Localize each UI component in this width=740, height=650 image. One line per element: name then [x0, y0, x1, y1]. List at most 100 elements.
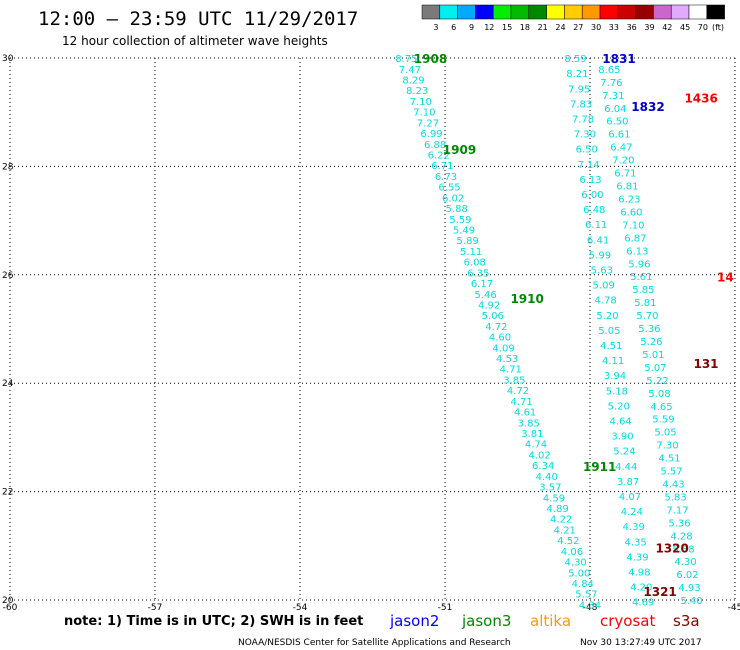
wave-height-value: 6.48: [583, 205, 605, 216]
pass-time-label: 131: [693, 357, 718, 371]
tracks: 8.757.478.298.237.107.107.276.996.886.22…: [395, 54, 702, 611]
y-tick-label: 22: [2, 488, 13, 498]
legend-swatch: [670, 4, 690, 20]
satellite-jason3: jason3: [461, 612, 511, 630]
legend-bin-label: 27: [573, 23, 583, 32]
legend-bin-label: 12: [484, 23, 494, 32]
footer-credit: NOAA/NESDIS Center for Satellite Applica…: [238, 638, 511, 648]
legend-swatch: [635, 4, 654, 20]
legend-swatch: [421, 4, 441, 20]
wave-height-value: 7.17: [666, 505, 688, 516]
wave-height-value: 4.30: [674, 557, 696, 568]
legend-bin-label: 9: [469, 23, 474, 32]
wave-height-value: 4.35: [625, 537, 647, 548]
wave-height-value: 5.36: [638, 324, 660, 335]
wave-height-value: 5.09: [593, 281, 615, 292]
footer-timestamp: Nov 30 13:27:49 UTC 2017: [580, 638, 702, 648]
wave-height-value: 4.71: [510, 397, 532, 408]
pass-time-label: 1909: [443, 143, 476, 157]
wave-height-value: 5.88: [446, 204, 468, 215]
legend-bin-label: 21: [538, 23, 548, 32]
wave-height-value: 5.18: [606, 386, 628, 397]
wave-height-value: 6.23: [618, 194, 640, 205]
legend-swatch: [599, 4, 619, 20]
wave-height-value: 4.61: [514, 408, 536, 419]
wave-height-value: 7.78: [572, 114, 594, 125]
wave-height-value: 4.09: [492, 343, 514, 354]
wave-height-value: 4.51: [658, 454, 680, 465]
wave-height-value: 6.61: [608, 130, 630, 141]
y-tick-label: 20: [2, 596, 14, 606]
wave-height-value: 5.06: [482, 311, 504, 322]
legend-bin-label: 18: [520, 23, 530, 32]
wave-height-value: 6.41: [587, 235, 609, 246]
legend-bin-label: 6: [451, 23, 456, 32]
wave-height-value: 6.13: [579, 175, 601, 186]
wave-height-value: 5.11: [460, 247, 482, 258]
wave-height-value: 7.20: [612, 156, 634, 167]
satellite-altika: altika: [530, 612, 571, 630]
legend-bin-label: 24: [555, 23, 565, 32]
wave-height-value: 8.21: [566, 69, 588, 80]
legend-bin-label: 33: [609, 23, 619, 32]
wave-height-value: 6.81: [616, 182, 638, 193]
wave-height-value: 7.10: [410, 97, 432, 108]
pass-time-label: 1321: [643, 585, 676, 599]
wave-height-value: 5.59: [652, 415, 674, 426]
wave-height-value: 5.40: [680, 596, 702, 607]
x-tick-label: -48: [583, 603, 598, 613]
wave-height-value: 4.74: [525, 440, 547, 451]
note-text: note: 1) Time is in UTC; 2) SWH is in fe…: [64, 614, 363, 629]
chart-subtitle: 12 hour collection of altimeter wave hei…: [62, 34, 328, 48]
wave-height-value: 4.53: [496, 354, 518, 365]
legend-bin-label: 45: [680, 23, 690, 32]
legend-swatch: [546, 4, 565, 20]
wave-height-value: 7.10: [413, 108, 435, 119]
wave-height-value: 5.57: [575, 590, 597, 601]
wave-height-value: 5.05: [654, 428, 676, 439]
legend-swatch: [439, 4, 458, 20]
wave-height-value: 6.08: [464, 258, 486, 269]
legend-swatch: [457, 4, 476, 20]
wave-height-value: 5.20: [596, 311, 618, 322]
wave-height-value: 7.47: [399, 65, 421, 76]
wave-height-value: 4.71: [500, 365, 522, 376]
pass-time-label: 1436: [684, 92, 717, 106]
pass-time-label: 1832: [631, 100, 664, 114]
wave-height-value: 3.81: [521, 429, 543, 440]
wave-height-value: 6.02: [676, 570, 698, 581]
wave-height-value: 5.36: [668, 518, 690, 529]
wave-height-value: 6.87: [624, 233, 646, 244]
wave-height-value: 4.78: [594, 296, 616, 307]
wave-height-value: 6.02: [442, 193, 464, 204]
wave-height-value: 8.29: [402, 76, 424, 87]
satellite-s3a: s3a: [673, 612, 700, 630]
wave-height-value: 6.99: [420, 129, 442, 140]
wave-height-value: 7.14: [578, 160, 600, 171]
legend-swatch: [581, 4, 601, 20]
wave-height-value: 4.28: [670, 531, 692, 542]
satellite-cryosat: cryosat: [600, 612, 655, 630]
wave-height-value: 4.72: [507, 386, 529, 397]
wave-height-value: 4.24: [621, 507, 643, 518]
legend-unit: (ft): [712, 23, 724, 32]
time-labels: 1908 1909 1910 1911 1831 1832 1436 14 131 1320 132…: [414, 52, 734, 599]
wave-height-value: 6.47: [610, 143, 632, 154]
wave-height-value: 5.89: [456, 236, 478, 247]
wave-height-value: 6.00: [581, 190, 603, 201]
wave-height-value: 3.85: [518, 418, 540, 429]
legend-bin-label: 70: [698, 23, 708, 32]
wave-height-value: 7.83: [570, 99, 592, 110]
pass-time-label: 1911: [583, 460, 616, 474]
wave-height-value: 8.65: [598, 65, 620, 76]
wave-height-value: 4.60: [489, 333, 511, 344]
legend-swatch: [528, 4, 547, 20]
wave-height-value: 5.01: [642, 350, 664, 361]
y-tick-label: 24: [2, 379, 14, 389]
wave-height-value: 3.90: [611, 432, 633, 443]
x-tick-label: -57: [148, 603, 163, 613]
legend-bin-label: 30: [591, 23, 601, 32]
wave-height-value: 4.64: [609, 417, 631, 428]
pass-time-label: 1320: [655, 542, 688, 556]
